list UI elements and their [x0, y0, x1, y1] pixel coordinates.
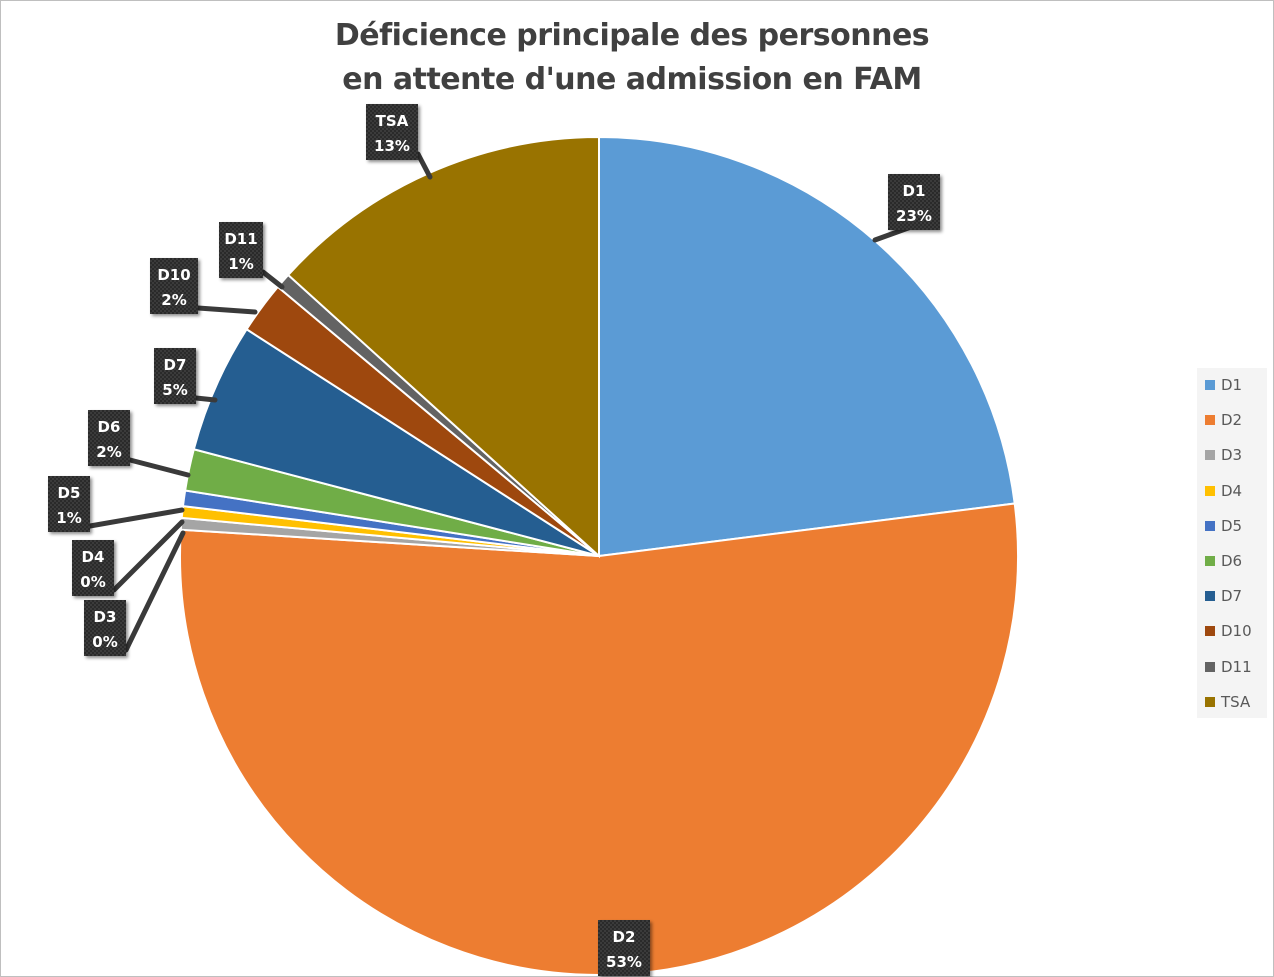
- data-label-box: [48, 476, 90, 532]
- data-label-category: TSA: [376, 112, 409, 130]
- legend-item-d7: D7: [1205, 586, 1242, 606]
- data-label-box: [72, 540, 114, 596]
- legend-label: D10: [1221, 622, 1252, 641]
- data-label-d5: D51%: [48, 476, 90, 532]
- data-label-category: D11: [224, 230, 257, 248]
- legend-swatch: [1205, 380, 1215, 390]
- data-label-box: [598, 920, 650, 976]
- leader-lines: [87, 151, 922, 653]
- leader-line-d5: [87, 507, 185, 529]
- legend-item-d6: D6: [1205, 551, 1242, 571]
- data-label-category: D4: [82, 548, 105, 566]
- pie-slices: [179, 135, 1020, 976]
- legend-label: D4: [1221, 481, 1243, 500]
- data-label-box: [888, 174, 940, 230]
- leader-line-tsa: [415, 151, 433, 180]
- data-label-box: [88, 410, 130, 466]
- legend-item-d10: D10: [1205, 621, 1252, 641]
- data-label-percent: 23%: [896, 207, 932, 225]
- data-label-percent: 2%: [96, 443, 121, 461]
- chart-title-line-1: Déficience principale des personnes: [334, 18, 930, 53]
- data-label-percent: 53%: [606, 953, 642, 971]
- legend-swatch: [1205, 415, 1215, 426]
- chart-title-line-2: en attente d'une admission en FAM: [342, 62, 922, 97]
- data-label-box: [84, 600, 126, 656]
- data-label-category: D7: [164, 356, 187, 374]
- legend-label: D5: [1221, 516, 1243, 535]
- data-label-box: [219, 222, 263, 278]
- leader-line-d11: [260, 269, 285, 290]
- data-label-category: D3: [94, 608, 117, 626]
- legend-item-d11: D11: [1205, 657, 1252, 677]
- legend-swatch: [1205, 450, 1215, 461]
- legend-item-tsa: TSA: [1205, 692, 1250, 712]
- data-label-category: D1: [903, 182, 926, 200]
- leader-line-d7: [193, 395, 218, 403]
- data-label-category: D2: [613, 928, 636, 946]
- leader-line-d6: [127, 457, 191, 478]
- data-label-tsa: TSA 13%: [366, 104, 418, 160]
- legend-label: D11: [1221, 657, 1252, 676]
- legend-swatch: [1205, 661, 1215, 672]
- legend-label: D6: [1221, 552, 1243, 570]
- legend-swatch: [1205, 520, 1215, 531]
- pie-slice-d1: [598, 135, 1016, 558]
- data-label-percent: 13%: [374, 137, 410, 155]
- leader-line-d10: [195, 305, 258, 315]
- data-label-d6: D62%: [88, 410, 130, 466]
- data-label-percent: 1%: [56, 509, 81, 527]
- data-label-category: D6: [98, 418, 121, 436]
- leader-line-d4: [111, 519, 185, 593]
- legend-item-d3: D3: [1205, 445, 1242, 465]
- data-label-percent: 5%: [162, 381, 187, 399]
- data-label-category: D5: [58, 484, 81, 502]
- legend-item-d4: D4: [1205, 481, 1242, 501]
- legend-item-d5: D5: [1205, 516, 1242, 536]
- chart-title: Déficience principale des personnes en a…: [332, 14, 932, 102]
- legend-label: D3: [1221, 446, 1243, 465]
- data-label-d4: D40%: [72, 540, 114, 596]
- data-label-box: [154, 348, 196, 404]
- data-label-box: [366, 104, 418, 160]
- legend-swatch: [1205, 696, 1215, 707]
- leader-line-d3: [123, 530, 186, 653]
- data-label-d3: D30%: [84, 600, 126, 656]
- data-label-percent: 0%: [92, 633, 117, 651]
- legend-swatch: [1205, 591, 1215, 602]
- legend-swatch: [1205, 626, 1215, 637]
- legend-label: D2: [1221, 411, 1243, 430]
- pie-slice-d2: [179, 502, 1020, 976]
- data-label-category: D10: [157, 266, 190, 284]
- chart-legend: D1 D2 D3 D4 D5 D6 D7 D10 D11 TSA: [1197, 368, 1267, 718]
- data-label-percent: 0%: [80, 573, 105, 591]
- legend-item-d1: D1: [1205, 375, 1242, 395]
- legend-swatch: [1205, 485, 1215, 496]
- legend-label: D1: [1221, 376, 1243, 394]
- data-label-percent: 1%: [228, 255, 253, 273]
- legend-item-d2: D2: [1205, 410, 1242, 430]
- data-label-d7: D75%: [154, 348, 196, 404]
- legend-label: TSA: [1221, 692, 1251, 711]
- data-label-percent: 2%: [161, 291, 186, 309]
- legend-label: D7: [1221, 587, 1243, 606]
- data-labels: D123%D253%D30%D40%D51%D62%D75%D102%D111%…: [48, 104, 940, 976]
- data-label-box: [150, 258, 198, 314]
- legend-swatch: [1205, 556, 1215, 566]
